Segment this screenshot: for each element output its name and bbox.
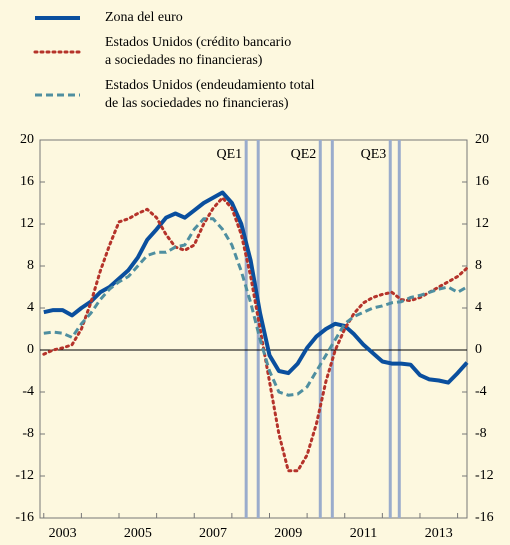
- y-tick-label: 8: [27, 258, 34, 273]
- y2-tick-label: 8: [475, 258, 482, 273]
- series-line: [42, 196, 469, 473]
- y2-tick-label: 0: [475, 342, 482, 357]
- legend-label: Estados Unidos (crédito bancario a socie…: [105, 35, 292, 68]
- y-tick-label: -12: [15, 468, 34, 483]
- qe-label: QE2: [291, 147, 317, 162]
- y-tick-label: 12: [20, 216, 34, 231]
- y2-tick-label: -12: [475, 468, 494, 483]
- legend-label: Estados Unidos (endeudamiento total de l…: [105, 78, 315, 111]
- y-tick-label: 0: [27, 342, 34, 357]
- y2-tick-label: -16: [475, 510, 494, 525]
- series-line: [43, 190, 469, 385]
- y-tick-label: 16: [20, 174, 34, 189]
- y2-tick-label: -8: [475, 426, 487, 441]
- y-tick-label: 20: [20, 132, 34, 147]
- plot-frame: [39, 139, 468, 519]
- y-tick-label: 4: [27, 300, 34, 315]
- x-tick-label: 2009: [274, 526, 302, 541]
- x-tick-label: 2003: [49, 526, 77, 541]
- y2-tick-label: 16: [475, 174, 489, 189]
- y-tick-label: -8: [22, 426, 34, 441]
- y-tick-label: -16: [15, 510, 34, 525]
- x-tick-label: 2011: [350, 526, 377, 541]
- x-tick-label: 2007: [199, 526, 227, 541]
- y2-tick-label: 20: [475, 132, 489, 147]
- y2-tick-label: 4: [475, 300, 482, 315]
- x-tick-label: 2005: [124, 526, 152, 541]
- series-line: [43, 217, 468, 397]
- qe-label: QE3: [361, 147, 387, 162]
- y2-tick-label: 12: [475, 216, 489, 231]
- y2-tick-label: -4: [475, 384, 487, 399]
- x-tick-label: 2013: [425, 526, 453, 541]
- y-tick-label: -4: [22, 384, 34, 399]
- qe-label: QE1: [216, 147, 242, 162]
- legend-label: Zona del euro: [105, 10, 183, 25]
